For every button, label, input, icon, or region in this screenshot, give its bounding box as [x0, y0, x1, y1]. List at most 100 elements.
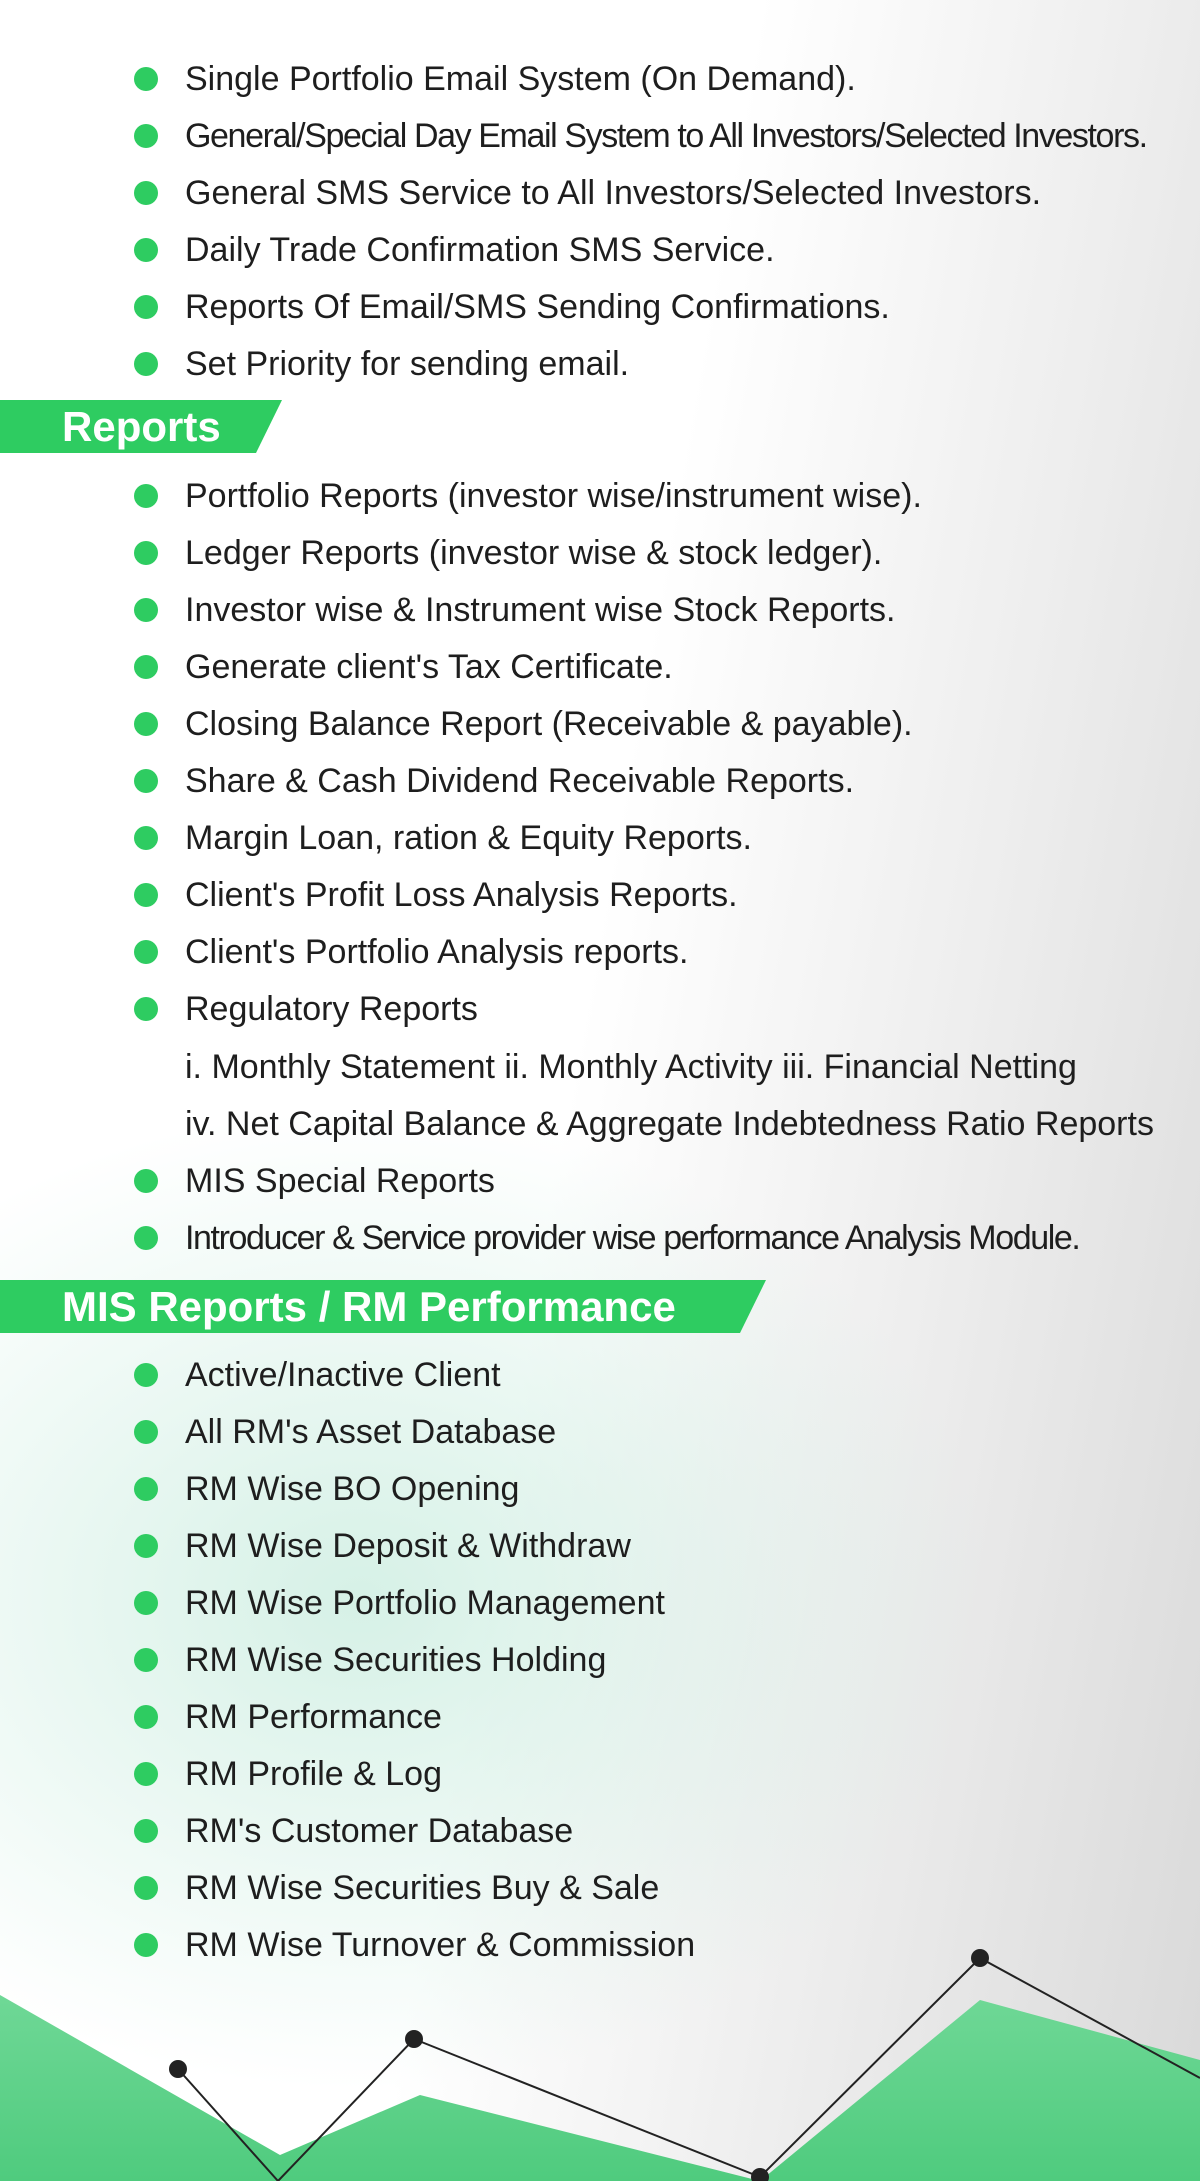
list-item: Daily Trade Confirmation SMS Service. [0, 222, 1200, 279]
list-item: RM Performance [0, 1689, 1200, 1746]
list-item-text: Client's Profit Loss Analysis Reports. [185, 876, 738, 914]
bullet-icon [134, 1477, 158, 1501]
list-item-text: All RM's Asset Database [185, 1413, 557, 1451]
list-item-text: General SMS Service to All Investors/Sel… [185, 174, 1042, 212]
list-item-text: RM Wise Securities Holding [185, 1641, 607, 1679]
list-item-text: Ledger Reports (investor wise & stock le… [185, 534, 883, 572]
list-item-text: Generate client's Tax Certificate. [185, 648, 673, 686]
list-item: MIS Special Reports [0, 1153, 1200, 1210]
regulatory-reports-subitems-line-2: iv. Net Capital Balance & Aggregate Inde… [185, 1105, 1154, 1143]
bullet-icon [134, 1933, 158, 1957]
bullet-icon [134, 541, 158, 565]
list-item-text: Investor wise & Instrument wise Stock Re… [185, 591, 896, 629]
list-item: RM Wise Deposit & Withdraw [0, 1518, 1200, 1575]
list-item: General/Special Day Email System to All … [0, 108, 1200, 165]
decorative-line-chart-graphic [0, 1949, 1200, 2181]
list-item-text: RM Wise Portfolio Management [185, 1584, 665, 1622]
decorative-green-mountain-shape [0, 1995, 1200, 2181]
bullet-icon [134, 67, 158, 91]
list-item-text: Margin Loan, ration & Equity Reports. [185, 819, 752, 857]
list-item: Reports Of Email/SMS Sending Confirmatio… [0, 279, 1200, 336]
list-item-text: RM's Customer Database [185, 1812, 574, 1850]
bullet-icon [134, 1762, 158, 1786]
list-item: Client's Portfolio Analysis reports. [0, 924, 1200, 981]
bullet-icon [134, 1876, 158, 1900]
list-item: Margin Loan, ration & Equity Reports. [0, 810, 1200, 867]
bullet-icon [134, 238, 158, 262]
bullet-icon [134, 484, 158, 508]
list-item-text: RM Profile & Log [185, 1755, 442, 1793]
list-item-text: Closing Balance Report (Receivable & pay… [185, 705, 913, 743]
list-item: Closing Balance Report (Receivable & pay… [0, 696, 1200, 753]
bullet-icon [134, 997, 158, 1021]
bullet-icon [134, 124, 158, 148]
list-item: RM's Customer Database [0, 1803, 1200, 1860]
list-item-text: MIS Special Reports [185, 1162, 495, 1200]
trend-point-marker [405, 2030, 423, 2048]
reports-feature-list: Portfolio Reports (investor wise/instrum… [0, 468, 1200, 1038]
bullet-icon [134, 940, 158, 964]
bullet-icon [134, 1591, 158, 1615]
list-item-text: Portfolio Reports (investor wise/instrum… [185, 477, 922, 515]
trend-point-marker [751, 2168, 769, 2181]
bullet-icon [134, 1534, 158, 1558]
list-item-text: Daily Trade Confirmation SMS Service. [185, 231, 775, 269]
list-item-text: Client's Portfolio Analysis reports. [185, 933, 689, 971]
list-item: Generate client's Tax Certificate. [0, 639, 1200, 696]
list-item-text: RM Wise BO Opening [185, 1470, 520, 1508]
list-item: RM Wise Securities Buy & Sale [0, 1860, 1200, 1917]
bullet-icon [134, 1169, 158, 1193]
reports-feature-list-continued: MIS Special Reports Introducer & Service… [0, 1153, 1200, 1267]
list-item-text: General/Special Day Email System to All … [185, 117, 1148, 155]
list-item: RM Wise Portfolio Management [0, 1575, 1200, 1632]
decorative-trend-line [177, 1956, 1200, 2181]
list-item-text: Set Priority for sending email. [185, 345, 630, 383]
list-item-text: Introducer & Service provider wise perfo… [185, 1219, 1081, 1257]
bullet-icon [134, 655, 158, 679]
list-item: Share & Cash Dividend Receivable Reports… [0, 753, 1200, 810]
list-item: RM Wise Turnover & Commission [0, 1917, 1200, 1974]
list-item-text: RM Performance [185, 1698, 442, 1736]
mis-feature-list: Active/Inactive Client All RM's Asset Da… [0, 1347, 1200, 1974]
bullet-icon [134, 295, 158, 319]
bullet-icon [134, 598, 158, 622]
list-item: Active/Inactive Client [0, 1347, 1200, 1404]
regulatory-reports-subitems-line-1: i. Monthly Statement ii. Monthly Activit… [185, 1048, 1077, 1086]
email-sms-feature-list: Single Portfolio Email System (On Demand… [0, 51, 1200, 393]
bullet-icon [134, 769, 158, 793]
list-item: Introducer & Service provider wise perfo… [0, 1210, 1200, 1267]
list-item: RM Profile & Log [0, 1746, 1200, 1803]
reports-section-heading: Reports [0, 400, 282, 453]
trend-point-marker [169, 2060, 187, 2078]
list-item: Ledger Reports (investor wise & stock le… [0, 525, 1200, 582]
bullet-icon [134, 1420, 158, 1444]
list-item: RM Wise BO Opening [0, 1461, 1200, 1518]
list-item: Portfolio Reports (investor wise/instrum… [0, 468, 1200, 525]
bullet-icon [134, 1819, 158, 1843]
list-item-text: RM Wise Turnover & Commission [185, 1926, 696, 1964]
trend-point-marker [971, 1949, 989, 1967]
list-item: General SMS Service to All Investors/Sel… [0, 165, 1200, 222]
list-item-text: Regulatory Reports [185, 990, 478, 1028]
list-item: Regulatory Reports [0, 981, 1200, 1038]
mis-section-heading: MIS Reports / RM Performance [0, 1280, 766, 1333]
list-item-text: Reports Of Email/SMS Sending Confirmatio… [185, 288, 890, 326]
list-item-text: RM Wise Securities Buy & Sale [185, 1869, 660, 1907]
list-item: RM Wise Securities Holding [0, 1632, 1200, 1689]
bullet-icon [134, 712, 158, 736]
list-item: Set Priority for sending email. [0, 336, 1200, 393]
bullet-icon [134, 826, 158, 850]
list-item: All RM's Asset Database [0, 1404, 1200, 1461]
list-item: Investor wise & Instrument wise Stock Re… [0, 582, 1200, 639]
bullet-icon [134, 1363, 158, 1387]
list-item-text: RM Wise Deposit & Withdraw [185, 1527, 631, 1565]
bullet-icon [134, 352, 158, 376]
bullet-icon [134, 1226, 158, 1250]
bullet-icon [134, 1705, 158, 1729]
list-item: Single Portfolio Email System (On Demand… [0, 51, 1200, 108]
list-item-text: Active/Inactive Client [185, 1356, 501, 1394]
bullet-icon [134, 883, 158, 907]
list-item: Client's Profit Loss Analysis Reports. [0, 867, 1200, 924]
list-item-text: Share & Cash Dividend Receivable Reports… [185, 762, 855, 800]
bullet-icon [134, 1648, 158, 1672]
